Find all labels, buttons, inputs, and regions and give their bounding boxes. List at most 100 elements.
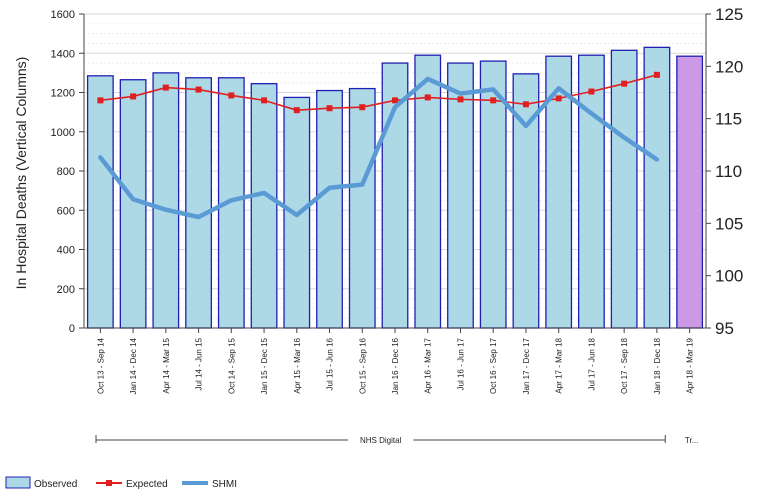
shmi-point (132, 198, 134, 201)
left-tick-label: 1600 (51, 9, 75, 21)
shmi-point (197, 216, 200, 218)
x-tick-label: Jul 14 - Jun 15 (195, 337, 204, 390)
left-tick-label: 1400 (51, 48, 75, 60)
x-tick-label: Oct 16 - Sep 17 (489, 337, 498, 394)
x-tick-label: Jan 14 - Dec 14 (129, 337, 138, 394)
x-tick-label: Apr 15 - Mar 16 (293, 337, 302, 393)
expected-point (359, 104, 366, 111)
bar (512, 73, 540, 329)
bar (86, 75, 114, 329)
expected-point (130, 93, 137, 100)
x-tick-label: Oct 14 - Sep 15 (227, 337, 236, 394)
y-axis-label: In Hospital Deaths (Vertical Columns) (13, 57, 29, 290)
legend-label-observed: Observed (34, 479, 77, 490)
shmi-point (557, 87, 560, 90)
right-tick-label: 125 (715, 5, 743, 24)
expected-point (653, 71, 660, 78)
bar (578, 54, 605, 329)
bar (447, 62, 474, 329)
shmi-point (328, 186, 331, 189)
expected-point (261, 97, 268, 104)
bar (610, 49, 638, 329)
expected-point (522, 101, 529, 108)
bar (676, 55, 704, 329)
x-tick-label: Apr 16 - Mar 17 (424, 337, 433, 393)
legend-swatch-observed (5, 476, 31, 489)
right-tick-label: 105 (715, 214, 743, 233)
x-tick-label: Jan 18 - Dec 18 (653, 337, 662, 394)
left-tick-label: 400 (57, 245, 75, 257)
bar (643, 46, 671, 329)
group-label-bg (674, 435, 709, 445)
shmi-point (394, 106, 396, 108)
expected-point (392, 97, 398, 104)
left-tick-label: 1200 (51, 88, 75, 100)
bars (86, 46, 704, 329)
expected-point (162, 84, 169, 91)
shmi-point (263, 192, 265, 194)
shmi-point (656, 158, 658, 161)
x-tick-label: Jul 15 - Jun 16 (326, 337, 335, 390)
shmi-point (230, 199, 233, 202)
expected-point (293, 107, 300, 114)
shmi-point (361, 183, 364, 186)
right-tick-label: 100 (715, 267, 743, 286)
shmi-point (525, 125, 527, 127)
x-tick-label: Oct 17 - Sep 18 (620, 337, 629, 394)
expected-point (588, 88, 595, 95)
category-groups: NHS Digital Tr... (95, 435, 709, 445)
shmi-point (590, 112, 593, 115)
series-line-shmi (98, 76, 660, 220)
group-label: NHS Digital (360, 436, 402, 445)
left-tick-label: 1000 (51, 127, 75, 139)
x-tick-label: Oct 15 - Sep 16 (358, 337, 367, 394)
x-tick-label: Jan 17 - Dec 17 (522, 337, 531, 394)
shmi-point (295, 214, 298, 216)
lines (97, 71, 660, 220)
shmi-point (99, 156, 102, 159)
x-tick-label: Apr 18 - Mar 19 (686, 337, 695, 393)
x-tick-label: Oct 13 - Sep 14 (96, 337, 105, 394)
bar (348, 87, 376, 329)
group-label-bg (348, 435, 414, 445)
bar (545, 55, 573, 329)
bar (185, 77, 212, 329)
axes: 0 200 400 600 800 1000 1200 1400 1600 95 100 105 110… (51, 5, 744, 394)
shmi-point (623, 136, 625, 139)
legend-label-expected: Expected (126, 479, 168, 490)
left-tick-label: 0 (69, 323, 75, 335)
expected-point (424, 94, 431, 101)
expected-point (621, 80, 628, 87)
shmi-point (459, 92, 462, 95)
legend-label-shmi: SHMI (212, 479, 237, 490)
expected-point (555, 95, 562, 102)
expected-point (326, 105, 333, 112)
shmi-point (165, 208, 167, 211)
bar (152, 72, 180, 329)
bar (250, 83, 278, 329)
group-label: Tr... (685, 436, 698, 445)
expected-point (97, 97, 104, 104)
shmi-point (492, 88, 495, 91)
expected-point (228, 92, 235, 99)
expected-point (457, 96, 464, 103)
right-tick-label: 120 (715, 57, 743, 76)
shmi-point (426, 78, 429, 80)
right-tick-label: 110 (715, 162, 742, 181)
left-tick-label: 600 (57, 205, 75, 217)
legend-marker-expected (106, 480, 112, 486)
right-tick-label: 115 (715, 110, 742, 129)
x-tick-label: Jan 16 - Dec 16 (391, 337, 400, 394)
expected-point (195, 86, 202, 93)
legend: Observed Expected SHMI (5, 476, 237, 490)
expected-point (490, 97, 497, 104)
x-tick-label: Apr 14 - Mar 15 (162, 337, 171, 393)
x-tick-label: Apr 17 - Mar 18 (555, 337, 564, 393)
x-tick-label: Jul 16 - Jun 17 (456, 337, 465, 390)
series-line-expected (100, 74, 658, 111)
right-tick-label: 95 (715, 319, 734, 338)
x-tick-label: Jul 17 - Jun 18 (587, 337, 596, 390)
left-tick-label: 800 (57, 166, 75, 178)
